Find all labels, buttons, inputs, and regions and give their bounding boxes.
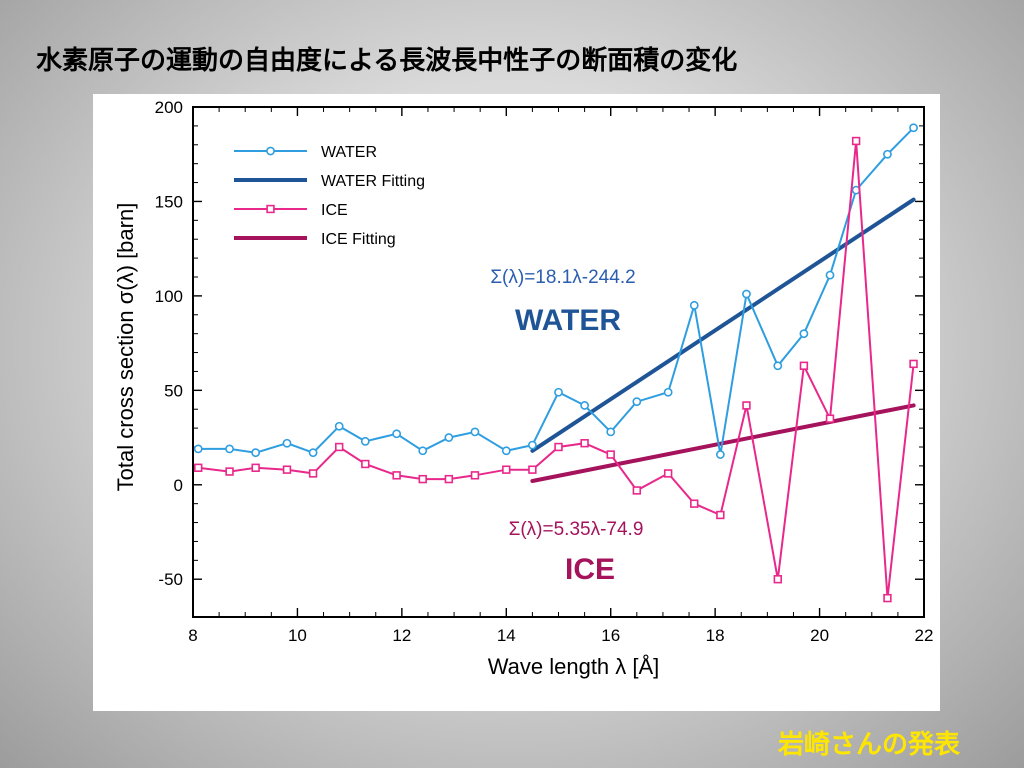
legend-water-label: WATER [321, 144, 377, 161]
ice-point [251, 463, 260, 472]
y-axis-label: Total cross section σ(λ) [barn] [113, 203, 138, 492]
y-tick-label: 0 [174, 476, 183, 495]
plot-frame [192, 106, 925, 618]
annotations: Σ(λ)=18.1λ-244.2 WATER Σ(λ)=5.35λ-74.9 ICE [490, 267, 643, 586]
ice-point [444, 474, 454, 484]
water-point [773, 361, 783, 371]
y-tick-label: 100 [155, 287, 183, 306]
y-tick-label: 50 [164, 381, 183, 400]
water-point [501, 446, 511, 456]
ice-point [225, 467, 234, 476]
ice-point [335, 442, 344, 452]
ice-point [825, 414, 835, 423]
legend-ice-marker [266, 204, 275, 214]
water-point [444, 433, 454, 442]
ice-point [418, 474, 427, 484]
annotation-water-label: WATER [515, 304, 621, 337]
water-point [193, 444, 203, 454]
ice-point [909, 359, 918, 369]
water-point [909, 123, 918, 133]
x-tick-label: 12 [392, 626, 411, 645]
water-point [632, 397, 642, 407]
ice-point [308, 469, 318, 478]
water-point [883, 149, 892, 159]
water-point [715, 450, 725, 459]
water-point [606, 427, 616, 437]
presenter-credit: 岩崎さんの発表 [777, 730, 960, 760]
y-tick-label: -50 [158, 570, 183, 589]
water-point [334, 421, 344, 431]
ice-point [606, 450, 615, 459]
legend-water-marker [266, 146, 275, 156]
x-tick-label: 22 [915, 626, 934, 645]
x-tick-label: 18 [706, 626, 725, 645]
ice-point [580, 439, 589, 448]
y-tick-label: 150 [155, 192, 183, 211]
x-tick-label: 10 [288, 626, 307, 645]
water-point [251, 448, 261, 458]
water-point [554, 387, 563, 397]
axes: 8 10 12 14 16 18 20 22 -50 0 50 100 150 200 Wave lengt… [113, 98, 933, 679]
water-point [663, 387, 673, 397]
water-point [527, 440, 537, 450]
ice-point [470, 471, 480, 480]
ice-point [716, 510, 725, 520]
x-tick-label: 8 [188, 626, 197, 645]
ice-point [742, 401, 751, 410]
water-point [689, 300, 699, 310]
water-point [580, 401, 590, 410]
data-series [193, 123, 918, 603]
water-point [418, 446, 428, 456]
annotation-water-equation: Σ(λ)=18.1λ-244.2 [490, 267, 635, 288]
water-point [825, 270, 835, 280]
y-tick-label: 200 [155, 98, 183, 117]
ice-point [392, 471, 401, 480]
legend: WATER WATER Fitting ICE ICE Fitting [234, 144, 425, 248]
ice-point [282, 465, 292, 474]
ice-point [663, 469, 673, 478]
ice-point [194, 463, 203, 472]
annotation-ice-equation: Σ(λ)=5.35λ-74.9 [509, 519, 644, 540]
water-point [799, 329, 809, 339]
legend-water-fitting-label: WATER Fitting [321, 173, 425, 190]
ice-point [361, 459, 370, 469]
water-point [225, 444, 234, 454]
slide-title: 水素原子の運動の自由度による長波長中性子の断面積の変化 [36, 46, 738, 76]
ice-point [632, 486, 642, 495]
water-point [470, 427, 480, 437]
series-water-line [198, 127, 915, 455]
x-tick-label: 14 [497, 626, 516, 645]
ice-point [799, 361, 809, 370]
annotation-ice-label: ICE [565, 553, 615, 586]
ice-point [883, 593, 892, 603]
water-point [742, 289, 751, 299]
cross-section-chart: 8 10 12 14 16 18 20 22 -50 0 50 100 150 200 Wave lengt… [113, 98, 933, 679]
water-point [282, 438, 292, 448]
ice-point [502, 465, 511, 474]
ice-point [773, 575, 783, 584]
x-tick-label: 20 [810, 626, 829, 645]
ice-point [554, 442, 563, 452]
water-point [308, 448, 318, 458]
legend-ice-fitting-label: ICE Fitting [321, 231, 396, 248]
ice-point [528, 465, 537, 474]
water-point [360, 436, 370, 446]
ice-point [690, 499, 699, 508]
chart-panel: 8 10 12 14 16 18 20 22 -50 0 50 100 150 200 Wave lengt… [93, 94, 940, 711]
x-axis-label: Wave length λ [Å] [488, 654, 660, 679]
ice-point [851, 136, 861, 146]
x-tick-label: 16 [601, 626, 620, 645]
legend-ice-label: ICE [321, 202, 348, 219]
series-water-fitting-line [530, 197, 916, 453]
water-point [392, 429, 402, 439]
